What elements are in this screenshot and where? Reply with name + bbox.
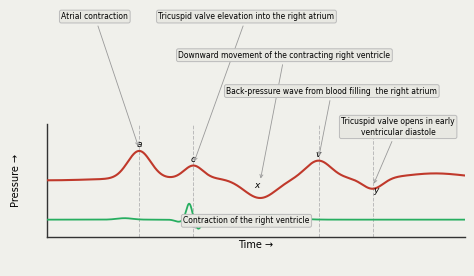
Text: y: y	[373, 186, 378, 195]
Text: Tricuspid valve opens in early
ventricular diastole: Tricuspid valve opens in early ventricul…	[341, 117, 455, 183]
Text: v: v	[316, 150, 321, 159]
Text: Back-pressure wave from blood filling  the right atrium: Back-pressure wave from blood filling th…	[227, 87, 437, 155]
Text: Tricuspid valve elevation into the right atrium: Tricuspid valve elevation into the right…	[158, 12, 335, 161]
Text: Pressure →: Pressure →	[11, 154, 21, 207]
Text: Contraction of the right ventricle: Contraction of the right ventricle	[183, 216, 310, 228]
Text: Atrial contraction: Atrial contraction	[61, 12, 138, 145]
Text: c: c	[191, 155, 196, 164]
X-axis label: Time →: Time →	[238, 240, 273, 250]
Text: Downward movement of the contracting right ventricle: Downward movement of the contracting rig…	[178, 51, 391, 178]
Text: a: a	[137, 140, 142, 149]
Text: x: x	[254, 181, 259, 190]
